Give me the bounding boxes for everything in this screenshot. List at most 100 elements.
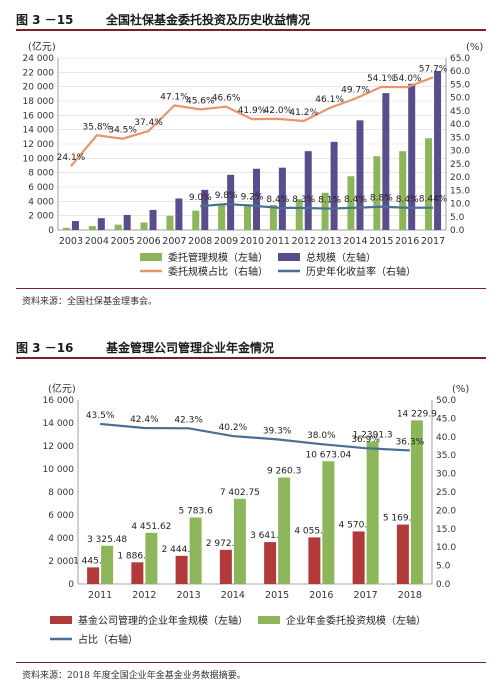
line-value-label: 46.1% xyxy=(315,95,344,105)
bar-2 xyxy=(366,441,379,584)
legend-label: 历史年化收益率（右轴） xyxy=(306,265,416,278)
line-value-label: 42.3% xyxy=(174,415,203,425)
y-right-tick-label: 40.0 xyxy=(450,120,470,130)
bar-2 xyxy=(149,209,157,230)
line-value-label: 49.7% xyxy=(341,85,370,95)
bar-1 xyxy=(352,531,365,584)
line-value-label: 8.1% xyxy=(318,196,341,206)
bar-1 xyxy=(88,226,96,230)
y-right-tick-label: 20.0 xyxy=(436,506,456,516)
y-right-tick-label: 15.0 xyxy=(450,186,470,196)
y-right-tick-label: 65.0 xyxy=(450,54,470,64)
bar-value-label: 3 641.98 xyxy=(250,531,290,541)
line-series-2 xyxy=(70,76,434,167)
x-tick-label: 2018 xyxy=(398,590,422,601)
bar-1 xyxy=(308,537,321,584)
x-tick-label: 2008 xyxy=(188,236,212,247)
line-value-label: 41.2% xyxy=(289,108,318,118)
line-value-label: 8.4% xyxy=(396,195,419,205)
x-tick-label: 2011 xyxy=(266,236,290,247)
y-right-tick-label: 5.0 xyxy=(450,213,465,223)
bar-1 xyxy=(219,549,232,584)
y-left-tick-label: 6 000 xyxy=(48,511,74,521)
left-axis-unit: (亿元) xyxy=(28,40,56,53)
bar-1 xyxy=(192,210,200,230)
bar-2 xyxy=(123,214,131,230)
line-value-label: 45.6% xyxy=(186,96,215,106)
figure-header-1: 图 3 －15 全国社保基金委托投资及历史收益情况 xyxy=(0,8,500,30)
bar-value-label: 4 055.11 xyxy=(294,526,334,536)
legend-label: 委托管理规模（左轴） xyxy=(168,251,268,264)
bar-1 xyxy=(114,224,122,230)
right-axis-unit: (%) xyxy=(452,384,469,395)
y-left-tick-label: 14 000 xyxy=(43,419,75,429)
x-tick-label: 2010 xyxy=(240,236,264,247)
y-right-tick-label: 30.0 xyxy=(450,147,470,157)
line-value-label: 9.0% xyxy=(189,193,212,203)
y-right-tick-label: 50.0 xyxy=(436,396,456,406)
bar-2 xyxy=(227,174,235,230)
x-tick-label: 2013 xyxy=(177,590,201,601)
legend-label: 基金公司管理的企业年金规模（左轴） xyxy=(78,614,248,627)
x-tick-label: 2015 xyxy=(265,590,289,601)
y-left-tick-label: 18 000 xyxy=(23,97,55,107)
bar-value-label: 1 2391.3 xyxy=(353,431,393,441)
y-left-tick-label: 4 000 xyxy=(28,197,54,207)
right-axis-unit: (%) xyxy=(466,42,483,53)
line-series-2 xyxy=(100,422,410,452)
bar-1 xyxy=(399,151,407,230)
line-value-label: 57.7% xyxy=(419,64,448,74)
y-left-tick-label: 2 000 xyxy=(28,212,54,222)
bar-1 xyxy=(218,204,226,230)
bar-2 xyxy=(71,221,79,230)
bar-2 xyxy=(322,461,335,584)
x-tick-label: 2007 xyxy=(162,236,186,247)
bar-2 xyxy=(434,70,442,231)
chart-enterprise-annuity: (亿元) (%) 0 2 000 4 000 6 000 8 000 10 000 12 000… xyxy=(43,382,470,646)
y-left-tick-label: 16 000 xyxy=(43,396,75,406)
y-left-tick-label: 24 000 xyxy=(23,54,55,64)
line-value-label: 43.5% xyxy=(86,411,115,421)
x-tick-label: 2015 xyxy=(369,236,393,247)
y-left-tick-label: 20 000 xyxy=(23,83,55,93)
y-left-tick-label: 14 000 xyxy=(23,126,55,136)
bar-value-label: 5 169.70 xyxy=(383,514,423,524)
y-left-tick-label: 8 000 xyxy=(28,169,54,179)
y-right-tick-label: 60.0 xyxy=(450,67,470,77)
x-tick-label: 2003 xyxy=(59,236,83,247)
y-right-tick-label: 25.0 xyxy=(436,488,456,498)
bar-value-label: 4 451.62 xyxy=(131,522,171,532)
line-value-label: 40.2% xyxy=(219,423,248,433)
x-tick-label: 2014 xyxy=(343,236,367,247)
bar-2 xyxy=(101,545,114,584)
bar-1 xyxy=(87,567,100,584)
x-tick-label: 2016 xyxy=(395,236,419,247)
line-value-label: 24.1% xyxy=(57,153,86,163)
x-tick-label: 2006 xyxy=(136,236,160,247)
bar-1 xyxy=(244,204,251,230)
y-left-tick-label: 10 000 xyxy=(23,154,55,164)
line-series-3 xyxy=(200,202,434,210)
y-right-tick-label: 0.0 xyxy=(436,580,451,590)
legend-label: 占比（右轴） xyxy=(78,633,138,646)
y-left-tick-label: 10 000 xyxy=(43,465,75,475)
y-right-tick-label: 50.0 xyxy=(450,94,470,104)
bar-1 xyxy=(131,562,144,584)
line-value-label: 36.3% xyxy=(396,437,425,447)
x-tick-label: 2013 xyxy=(318,236,342,247)
line-value-label: 35.8% xyxy=(83,122,112,132)
bar-2 xyxy=(356,120,364,230)
x-tick-label: 2012 xyxy=(132,590,156,601)
bar-1 xyxy=(425,138,433,230)
y-right-tick-label: 20.0 xyxy=(450,173,470,183)
bar-2 xyxy=(278,477,291,584)
line-value-label: 8.8% xyxy=(370,194,393,204)
y-right-tick-label: 35.0 xyxy=(450,133,470,143)
y-left-tick-label: 8 000 xyxy=(48,488,74,498)
bar-value-label: 5 783.6 xyxy=(178,506,213,516)
bar-2 xyxy=(330,141,338,230)
chart-social-security-fund: (亿元) (%) 0 2 000 4 000 6 000 8 000 10 000 12 000… xyxy=(23,40,484,278)
source-note-1: 资料来源：全国社保基金理事会。 xyxy=(22,297,158,307)
x-tick-label: 2009 xyxy=(214,236,238,247)
